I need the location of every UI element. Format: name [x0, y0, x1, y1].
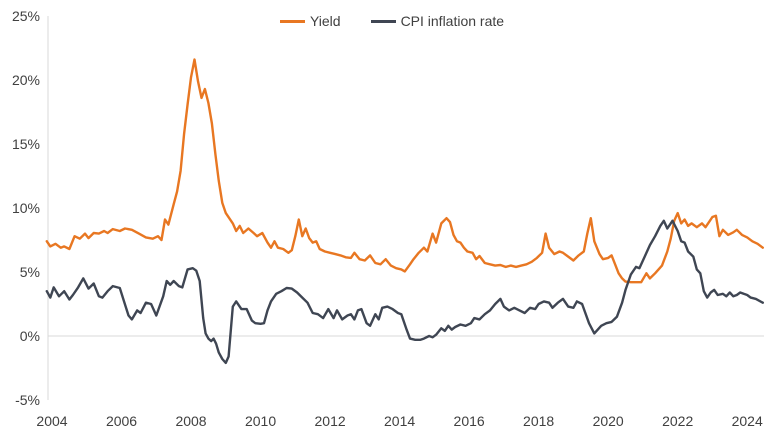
legend-item-yield: Yield	[279, 13, 341, 29]
x-axis-tick-label: 2012	[315, 413, 346, 429]
x-axis-tick-label: 2006	[106, 413, 137, 429]
x-axis-tick-label: 2020	[593, 413, 624, 429]
y-axis-tick-label: 25%	[12, 8, 40, 24]
cpi-line-swatch	[370, 19, 396, 23]
y-axis-tick-label: 15%	[12, 136, 40, 152]
y-axis-tick-label: -5%	[15, 392, 40, 408]
legend-label-cpi-inflation-rate: CPI inflation rate	[400, 13, 505, 29]
x-axis-tick-label: 2008	[175, 413, 206, 429]
yield-line	[45, 58, 764, 284]
x-axis-tick-label: 2004	[36, 413, 67, 429]
y-axis-tick-label: 20%	[12, 72, 40, 88]
y-axis-tick-label: 10%	[12, 200, 40, 216]
y-axis-tick-label: 0%	[20, 328, 40, 344]
y-axis-tick-label: 5%	[20, 264, 40, 280]
x-axis-tick-label: 2010	[245, 413, 276, 429]
x-axis-tick-label: 2016	[454, 413, 485, 429]
x-axis-tick-label: 2022	[662, 413, 693, 429]
chart-legend: Yield CPI inflation rate	[8, 13, 768, 29]
legend-item-cpi-inflation-rate: CPI inflation rate	[370, 13, 505, 29]
cpi-inflation-line	[45, 219, 764, 365]
x-axis-tick-label: 2018	[523, 413, 554, 429]
yield-line-swatch	[279, 19, 305, 23]
legend-label-yield: Yield	[309, 13, 341, 29]
x-axis-tick-label: 2014	[384, 413, 415, 429]
x-axis-tick-label: 2024	[732, 413, 763, 429]
